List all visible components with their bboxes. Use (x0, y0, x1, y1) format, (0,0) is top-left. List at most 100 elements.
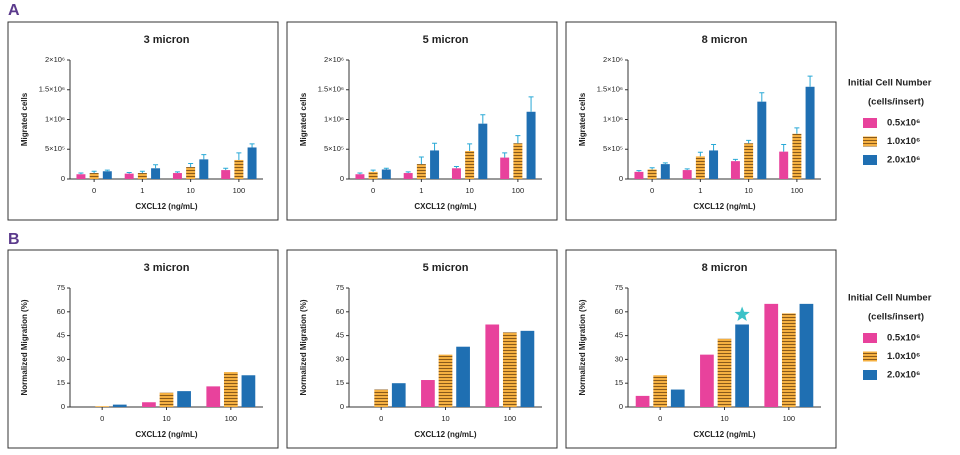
y-axis-label: Migrated cells (578, 92, 587, 146)
y-tick-label: 1×10⁶ (603, 114, 623, 123)
chart-frame (286, 21, 558, 221)
chart-frame (565, 249, 837, 449)
x-axis-label: CXCL12 (ng/mL) (414, 202, 477, 211)
x-tick-label: 0 (371, 186, 375, 195)
bar (456, 346, 470, 407)
bar (374, 389, 389, 407)
legend-swatch (863, 351, 877, 362)
x-tick-label: 100 (783, 414, 796, 423)
x-tick-label: 1 (419, 186, 423, 195)
legend-title: Initial Cell Number (848, 293, 932, 304)
bar (757, 101, 767, 179)
bar (682, 170, 692, 179)
bar (526, 111, 536, 179)
bar (95, 406, 110, 407)
significance-star (734, 306, 750, 321)
error-bar (502, 152, 508, 158)
legend-label: 0.5x10⁶ (887, 333, 920, 344)
y-axis-label: Normalized Migration (%) (299, 299, 308, 395)
x-tick-label: 10 (465, 186, 473, 195)
bar (438, 354, 453, 407)
bar (124, 173, 134, 179)
y-tick-label: 15 (336, 378, 344, 387)
error-bar (636, 170, 642, 172)
bar (735, 324, 749, 407)
error-bar (126, 171, 132, 174)
x-tick-label: 0 (100, 414, 104, 423)
bar (430, 150, 440, 179)
bar (764, 303, 779, 407)
error-bar (383, 167, 389, 170)
bar (635, 395, 650, 407)
bar (112, 404, 127, 407)
y-tick-label: 2×10⁶ (45, 55, 65, 64)
y-tick-label: 0 (340, 402, 344, 411)
error-bar (515, 135, 521, 144)
legend-swatch (863, 136, 877, 147)
x-axis-label: CXCL12 (ng/mL) (135, 202, 198, 211)
bar (368, 171, 378, 179)
y-tick-label: 2×10⁶ (603, 55, 623, 64)
bar (744, 143, 754, 179)
bar (186, 167, 196, 179)
bar (670, 389, 685, 407)
legend-swatch (863, 370, 877, 380)
chart-title: 8 micron (702, 262, 748, 274)
bar (223, 372, 238, 407)
y-tick-label: 1.5×10⁶ (39, 85, 65, 94)
y-tick-label: 75 (615, 283, 623, 292)
chart-title: 5 micron (423, 34, 469, 46)
y-tick-label: 60 (615, 307, 623, 316)
error-bar (249, 143, 255, 148)
x-tick-label: 10 (720, 414, 728, 423)
x-axis-label: CXCL12 (ng/mL) (135, 430, 198, 439)
legend-label: 1.0x10⁶ (887, 351, 920, 362)
bar (730, 161, 740, 179)
y-axis-label: Migrated cells (20, 92, 29, 146)
chart-title: 8 micron (702, 34, 748, 46)
y-tick-label: 75 (336, 283, 344, 292)
bar (700, 354, 714, 407)
y-tick-label: 1.5×10⁶ (318, 85, 344, 94)
y-tick-label: 1×10⁶ (45, 114, 65, 123)
error-bar (711, 143, 717, 151)
bar (76, 174, 86, 179)
x-tick-label: 10 (162, 414, 170, 423)
bar (653, 375, 668, 407)
error-bar (684, 168, 690, 171)
bar (416, 164, 426, 179)
bar (241, 375, 256, 407)
error-bar (174, 171, 180, 174)
error-bar (188, 163, 194, 168)
error-bar (794, 127, 800, 134)
y-tick-label: 0 (619, 402, 623, 411)
error-bar (467, 143, 473, 152)
bar (779, 151, 789, 179)
bar (102, 171, 112, 179)
error-bar (432, 142, 438, 151)
bar (781, 313, 796, 407)
bar (485, 324, 500, 407)
error-bar (104, 169, 110, 172)
bar (478, 123, 488, 179)
bar (647, 169, 657, 179)
legend-label: 2.0x10⁶ (887, 370, 920, 381)
y-tick-label: 60 (336, 307, 344, 316)
legend-subtitle: (cells/insert) (868, 312, 924, 323)
bar (513, 143, 523, 179)
error-bar (236, 152, 242, 160)
x-tick-label: 100 (225, 414, 238, 423)
bar (355, 174, 365, 179)
bar (172, 173, 182, 179)
y-tick-label: 1×10⁶ (324, 114, 344, 123)
y-axis-label: Normalized Migration (%) (578, 299, 587, 395)
y-tick-label: 5×10⁵ (324, 144, 344, 153)
bar (403, 173, 413, 179)
legend-label: 0.5x10⁶ (887, 118, 920, 129)
error-bar (662, 162, 668, 165)
y-tick-label: 5×10⁵ (603, 144, 623, 153)
error-bar (153, 164, 159, 169)
bar (391, 383, 406, 407)
error-bar (732, 158, 738, 162)
y-tick-label: 75 (57, 283, 65, 292)
